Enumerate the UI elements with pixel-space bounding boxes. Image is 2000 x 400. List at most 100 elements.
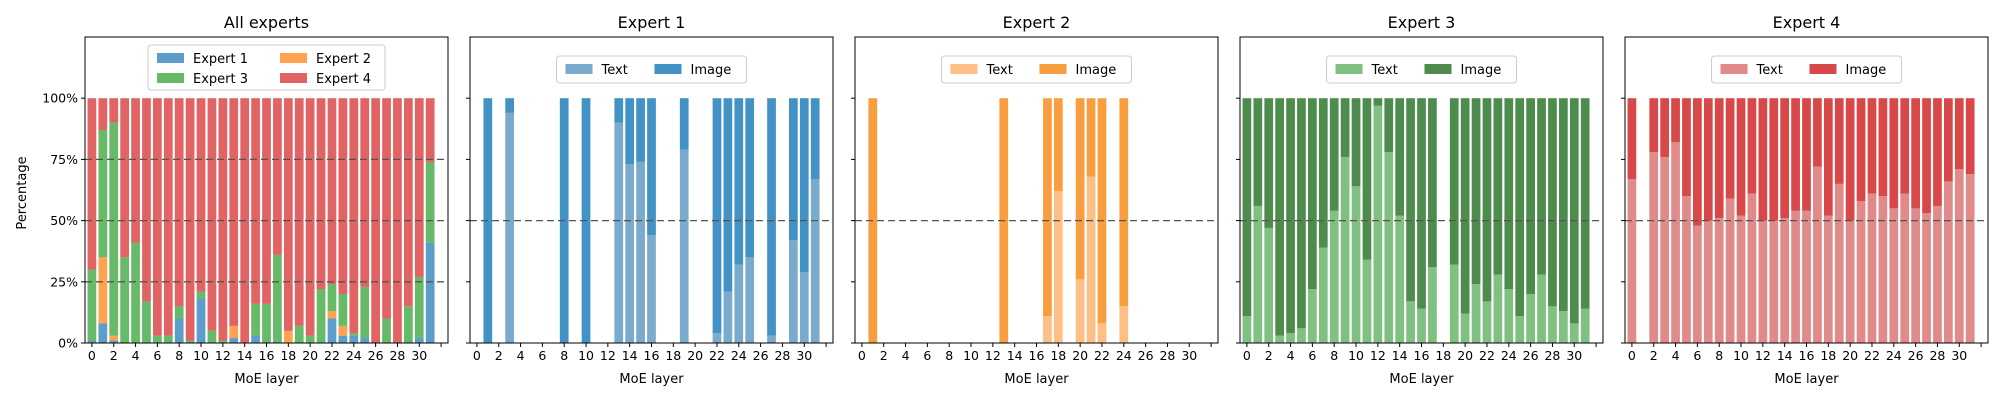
bar-text-layer-19 xyxy=(1449,264,1459,343)
bar-text-layer-4 xyxy=(1671,142,1680,343)
bar-text-layer-23 xyxy=(1493,274,1503,343)
bar-image-layer-1 xyxy=(1253,98,1263,206)
bar-image-layer-4 xyxy=(1671,98,1680,143)
bar-image-layer-12 xyxy=(1373,98,1383,106)
legend-box xyxy=(941,55,1132,84)
bar-text-layer-27 xyxy=(1922,213,1931,343)
bar-text-layer-11 xyxy=(1362,259,1372,343)
legend-label: Expert 4 xyxy=(316,72,371,87)
bar-text-layer-2 xyxy=(1649,152,1659,343)
bar-text-layer-25 xyxy=(1900,193,1910,343)
legend-swatch xyxy=(157,53,184,63)
x-tick-label: 22 xyxy=(709,348,725,363)
bar-image-layer-25 xyxy=(745,98,755,258)
bar-expert-2-layer-1 xyxy=(98,257,108,324)
bar-text-layer-13 xyxy=(1769,220,1779,343)
bar-expert-1-layer-15 xyxy=(251,335,260,343)
x-tick-label: 4 xyxy=(517,348,525,363)
bar-text-layer-9 xyxy=(1725,198,1735,343)
x-tick-label: 4 xyxy=(902,348,910,363)
bar-image-layer-8 xyxy=(1714,98,1724,219)
bar-expert-3-layer-19 xyxy=(294,325,304,343)
bar-expert-3-layer-1 xyxy=(98,130,108,258)
x-tick-label: 6 xyxy=(1693,348,1701,363)
bar-text-layer-10 xyxy=(1736,215,1746,343)
bar-image-layer-22 xyxy=(1097,98,1107,324)
bar-image-layer-14 xyxy=(1780,98,1790,219)
legend-swatch xyxy=(280,73,307,83)
bar-image-layer-11 xyxy=(1747,98,1757,194)
bar-expert-3-layer-24 xyxy=(349,333,359,336)
x-tick-label: 26 xyxy=(1523,348,1539,363)
bar-text-layer-8 xyxy=(1329,210,1339,343)
bar-image-layer-21 xyxy=(1471,98,1481,285)
x-tick-label: 8 xyxy=(560,348,568,363)
x-tick-label: 0 xyxy=(1243,348,1251,363)
bar-image-layer-12 xyxy=(1758,98,1768,221)
bar-image-layer-9 xyxy=(1340,98,1350,157)
bar-expert-3-layer-15 xyxy=(251,303,260,336)
legend: Text Image xyxy=(941,55,1132,84)
bar-text-layer-17 xyxy=(1428,267,1437,343)
bar-expert-3-layer-16 xyxy=(262,303,271,343)
legend-label: Text xyxy=(1756,63,1783,78)
bar-expert-1-layer-13 xyxy=(229,338,239,343)
bar-image-layer-25 xyxy=(1515,98,1525,317)
bar-image-layer-15 xyxy=(636,98,645,162)
bar-image-layer-31 xyxy=(810,98,820,179)
bar-text-layer-28 xyxy=(1933,205,1942,343)
bar-expert-3-layer-12 xyxy=(218,340,228,343)
bar-image-layer-10 xyxy=(1736,98,1746,216)
y-tick-label: 75% xyxy=(50,152,78,167)
bar-expert-4-layer-8 xyxy=(174,98,184,307)
bar-image-layer-17 xyxy=(1813,98,1822,167)
bar-text-layer-1 xyxy=(1253,205,1263,343)
bar-text-layer-27 xyxy=(767,335,776,343)
bar-image-layer-20 xyxy=(1075,98,1085,280)
legend-swatch xyxy=(950,64,978,74)
bar-image-layer-3 xyxy=(505,98,514,113)
bar-expert-2-layer-22 xyxy=(327,311,337,319)
bar-image-layer-15 xyxy=(1406,98,1415,302)
x-tick-label: 0 xyxy=(88,348,96,363)
bar-image-layer-29 xyxy=(1944,98,1953,182)
panel-title: Expert 2 xyxy=(1003,13,1071,32)
bar-image-layer-6 xyxy=(1308,98,1317,290)
x-tick-label: 14 xyxy=(1007,348,1023,363)
bar-text-layer-15 xyxy=(1791,210,1800,343)
x-tick-label: 30 xyxy=(1181,348,1197,363)
bar-image-layer-16 xyxy=(1417,98,1426,309)
bar-expert-3-layer-30 xyxy=(414,276,424,339)
bar-image-layer-25 xyxy=(1900,98,1910,194)
x-tick-label: 14 xyxy=(1392,348,1408,363)
bar-image-layer-24 xyxy=(1504,98,1514,290)
x-tick-label: 8 xyxy=(175,348,183,363)
x-tick-label: 16 xyxy=(1414,348,1430,363)
bar-text-layer-20 xyxy=(1075,279,1085,343)
x-tick-label: 28 xyxy=(1929,348,1945,363)
bar-text-layer-3 xyxy=(1275,335,1284,343)
x-tick-label: 10 xyxy=(1733,348,1749,363)
bar-text-layer-3 xyxy=(1660,156,1669,343)
bar-text-layer-18 xyxy=(1823,215,1833,343)
bar-image-layer-22 xyxy=(1867,98,1877,194)
bar-expert-1-layer-8 xyxy=(174,318,184,343)
legend-swatch xyxy=(1424,64,1452,74)
x-tick-label: 22 xyxy=(1094,348,1110,363)
x-tick-label: 26 xyxy=(1908,348,1924,363)
bar-text-layer-0 xyxy=(1627,178,1637,343)
x-tick-label: 24 xyxy=(731,348,747,363)
bar-expert-4-layer-7 xyxy=(163,98,173,336)
bar-text-layer-31 xyxy=(1965,174,1975,343)
panel-title: All experts xyxy=(224,13,309,32)
bar-text-layer-21 xyxy=(1086,176,1096,343)
x-axis-label: MoE layer xyxy=(1004,372,1069,387)
bar-text-layer-16 xyxy=(1417,308,1426,343)
bar-text-layer-31 xyxy=(810,178,820,343)
x-tick-label: 26 xyxy=(753,348,769,363)
x-tick-label: 30 xyxy=(1566,348,1582,363)
bar-text-layer-3 xyxy=(505,112,514,343)
x-tick-label: 2 xyxy=(1650,348,1658,363)
x-tick-label: 20 xyxy=(302,348,318,363)
legend-swatch xyxy=(565,64,593,74)
